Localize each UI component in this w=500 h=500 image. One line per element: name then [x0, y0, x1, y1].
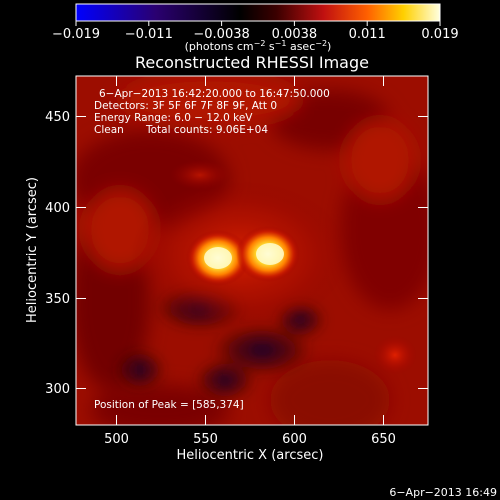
colorbar-ticks — [75, 21, 441, 26]
y-tick-labels: 300 350 400 450 — [45, 110, 70, 397]
x-tick-label: 500 — [104, 432, 129, 447]
colorbar-tick-label: 0.011 — [349, 27, 386, 42]
plot-frame — [75, 75, 429, 426]
energy-range: Energy Range: 6.0 − 12.0 keV — [94, 112, 253, 124]
colorbar-tick-label: −0.0038 — [193, 27, 249, 42]
colorbar-tick-label: −0.011 — [125, 27, 173, 42]
y-tick-label: 450 — [45, 110, 70, 125]
x-axis-ticks — [116, 76, 384, 425]
y-tick-label: 300 — [45, 382, 70, 397]
clean-label: Clean — [94, 124, 124, 136]
xray-image — [76, 76, 428, 425]
x-tick-labels: 500 550 600 650 — [104, 432, 396, 447]
x-tick-label: 600 — [282, 432, 307, 447]
x-tick-label: 550 — [193, 432, 218, 447]
y-tick-label: 350 — [45, 292, 70, 307]
y-tick-label: 400 — [45, 201, 70, 216]
y-axis-label: Heliocentric Y (arcsec) — [25, 177, 40, 323]
colorbar-tick-label: 0.0038 — [272, 27, 318, 42]
peak-position: Position of Peak = [585,374] — [94, 399, 244, 411]
x-tick-label: 650 — [371, 432, 396, 447]
colorbar-tick-label: −0.019 — [52, 27, 100, 42]
detectors: Detectors: 3F 5F 6F 7F 8F 9F, Att 0 — [94, 100, 277, 112]
time-range: 6−Apr−2013 16:42:20.000 to 16:47:50.000 — [99, 88, 330, 100]
total-counts: Total counts: 9.06E+04 — [145, 124, 268, 136]
colorbar-unit: (photons cm−2 s−1 asec−2) — [185, 39, 332, 53]
colorbar-tick-labels: −0.019 −0.011 −0.0038 0.0038 0.011 0.019 — [52, 27, 459, 42]
x-axis-label: Heliocentric X (arcsec) — [177, 448, 324, 463]
plot-title: Reconstructed RHESSI Image — [135, 53, 369, 72]
footer-timestamp: 6−Apr−2013 16:49 — [389, 486, 497, 499]
info-overlay: 6−Apr−2013 16:42:20.000 to 16:47:50.000 … — [94, 88, 330, 411]
colorbar-tick-label: 0.019 — [421, 27, 458, 42]
y-axis-ticks — [76, 116, 428, 389]
colorbar — [75, 3, 441, 22]
